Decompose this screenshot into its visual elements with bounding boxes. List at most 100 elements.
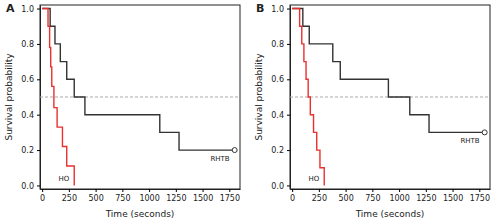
x-tick-mark bbox=[453, 189, 454, 192]
x-tick: 1000 bbox=[139, 189, 159, 203]
x-tick-label: 1250 bbox=[416, 194, 436, 203]
x-axis-line bbox=[291, 189, 491, 190]
x-tick-mark bbox=[319, 189, 320, 192]
y-tick-mark bbox=[287, 9, 290, 10]
x-tick: 750 bbox=[365, 189, 380, 203]
x-tick-label: 1000 bbox=[389, 194, 409, 203]
x-tick: 1500 bbox=[193, 189, 213, 203]
x-tick: 1000 bbox=[389, 189, 409, 203]
x-tick-label: 1500 bbox=[193, 194, 213, 203]
y-tick: 1.0 bbox=[271, 5, 290, 14]
y-tick-label: 0.8 bbox=[21, 40, 34, 49]
y-tick-label: 0.0 bbox=[21, 182, 34, 191]
survival-curve bbox=[42, 9, 235, 151]
x-tick-label: 750 bbox=[365, 194, 380, 203]
x-tick: 0 bbox=[290, 189, 295, 203]
series-label: HO bbox=[58, 175, 69, 183]
y-tick: 1.0 bbox=[21, 5, 40, 14]
plot-frame bbox=[290, 5, 490, 189]
series-label: RHTB bbox=[460, 137, 479, 145]
survival-curve bbox=[292, 9, 485, 133]
x-tick-mark bbox=[69, 189, 70, 192]
y-tick-mark bbox=[37, 150, 40, 151]
y-tick: 0.4 bbox=[271, 111, 290, 120]
y-tick-label: 0.0 bbox=[271, 182, 284, 191]
y-tick-label: 0.8 bbox=[271, 40, 284, 49]
x-tick-mark bbox=[176, 189, 177, 192]
censor-mark bbox=[482, 130, 487, 135]
plot-area bbox=[40, 9, 240, 186]
panel: 025050075010001250150017500.00.20.40.60.… bbox=[4, 2, 241, 219]
survival-curve bbox=[42, 9, 74, 186]
censor-mark bbox=[232, 148, 237, 153]
y-tick: 0.2 bbox=[21, 146, 40, 155]
y-tick-label: 1.0 bbox=[21, 5, 34, 14]
panel-title: B bbox=[256, 2, 264, 15]
y-tick: 0.6 bbox=[21, 75, 40, 84]
y-tick-mark bbox=[37, 115, 40, 116]
y-axis-title: Survival probability bbox=[254, 53, 264, 141]
y-tick-mark bbox=[37, 9, 40, 10]
x-tick: 750 bbox=[115, 189, 130, 203]
y-tick-mark bbox=[287, 150, 290, 151]
y-tick: 0.8 bbox=[271, 40, 290, 49]
series-label: RHTB bbox=[210, 155, 229, 163]
y-axis: 0.0 0.2 0.4 0.6 0.8 1.0 bbox=[271, 5, 290, 191]
y-tick-mark bbox=[287, 44, 290, 45]
y-tick-mark bbox=[37, 185, 40, 186]
panel: 025050075010001250150017500.00.20.40.60.… bbox=[254, 2, 491, 219]
survival-curve bbox=[292, 9, 324, 186]
y-tick-mark bbox=[287, 185, 290, 186]
y-axis-title: Survival probability bbox=[4, 53, 14, 141]
x-tick: 250 bbox=[312, 189, 327, 203]
plot-frame bbox=[40, 5, 240, 189]
chart-root: 025050075010001250150017500.00.20.40.60.… bbox=[0, 0, 500, 221]
x-tick-mark bbox=[479, 189, 480, 192]
x-tick-label: 0 bbox=[40, 194, 45, 203]
x-tick-mark bbox=[122, 189, 123, 192]
x-tick-label: 1000 bbox=[139, 194, 159, 203]
y-tick-mark bbox=[37, 79, 40, 80]
y-tick-label: 0.4 bbox=[21, 111, 34, 120]
x-tick-mark bbox=[96, 189, 97, 192]
x-axis: 02505007501000125015001750 bbox=[290, 189, 490, 203]
x-tick: 1250 bbox=[166, 189, 186, 203]
x-tick-mark bbox=[399, 189, 400, 192]
x-tick-label: 1500 bbox=[443, 194, 463, 203]
x-tick: 1250 bbox=[416, 189, 436, 203]
x-tick: 500 bbox=[88, 189, 103, 203]
y-axis: 0.0 0.2 0.4 0.6 0.8 1.0 bbox=[21, 5, 40, 191]
series-label: HO bbox=[308, 175, 319, 183]
x-tick-label: 250 bbox=[312, 194, 327, 203]
y-tick-label: 0.2 bbox=[271, 146, 284, 155]
y-tick-label: 1.0 bbox=[271, 5, 284, 14]
x-tick-label: 750 bbox=[115, 194, 130, 203]
x-tick-mark bbox=[203, 189, 204, 192]
x-tick-mark bbox=[292, 189, 293, 192]
x-tick-mark bbox=[426, 189, 427, 192]
x-tick-mark bbox=[372, 189, 373, 192]
y-tick-mark bbox=[287, 79, 290, 80]
x-tick: 1500 bbox=[443, 189, 463, 203]
x-axis-title: Time (seconds) bbox=[105, 209, 175, 219]
x-tick: 250 bbox=[62, 189, 77, 203]
y-tick-label: 0.6 bbox=[271, 75, 284, 84]
y-tick-mark bbox=[287, 115, 290, 116]
x-tick-mark bbox=[346, 189, 347, 192]
x-tick-label: 1750 bbox=[470, 194, 490, 203]
y-tick: 0.0 bbox=[21, 182, 40, 191]
x-tick: 1750 bbox=[470, 189, 490, 203]
reference-line bbox=[40, 97, 240, 98]
y-tick-label: 0.4 bbox=[271, 111, 284, 120]
y-tick: 0.4 bbox=[21, 111, 40, 120]
y-tick-label: 0.6 bbox=[21, 75, 34, 84]
x-axis-title: Time (seconds) bbox=[355, 209, 425, 219]
x-tick: 1750 bbox=[220, 189, 240, 203]
x-tick-label: 1750 bbox=[220, 194, 240, 203]
y-tick: 0.2 bbox=[271, 146, 290, 155]
x-tick-mark bbox=[149, 189, 150, 192]
y-tick-mark bbox=[37, 44, 40, 45]
x-axis: 0 250 500 750 1000 1250 1500 1750 bbox=[40, 189, 240, 203]
x-tick-label: 500 bbox=[88, 194, 103, 203]
x-tick-mark bbox=[42, 189, 43, 192]
